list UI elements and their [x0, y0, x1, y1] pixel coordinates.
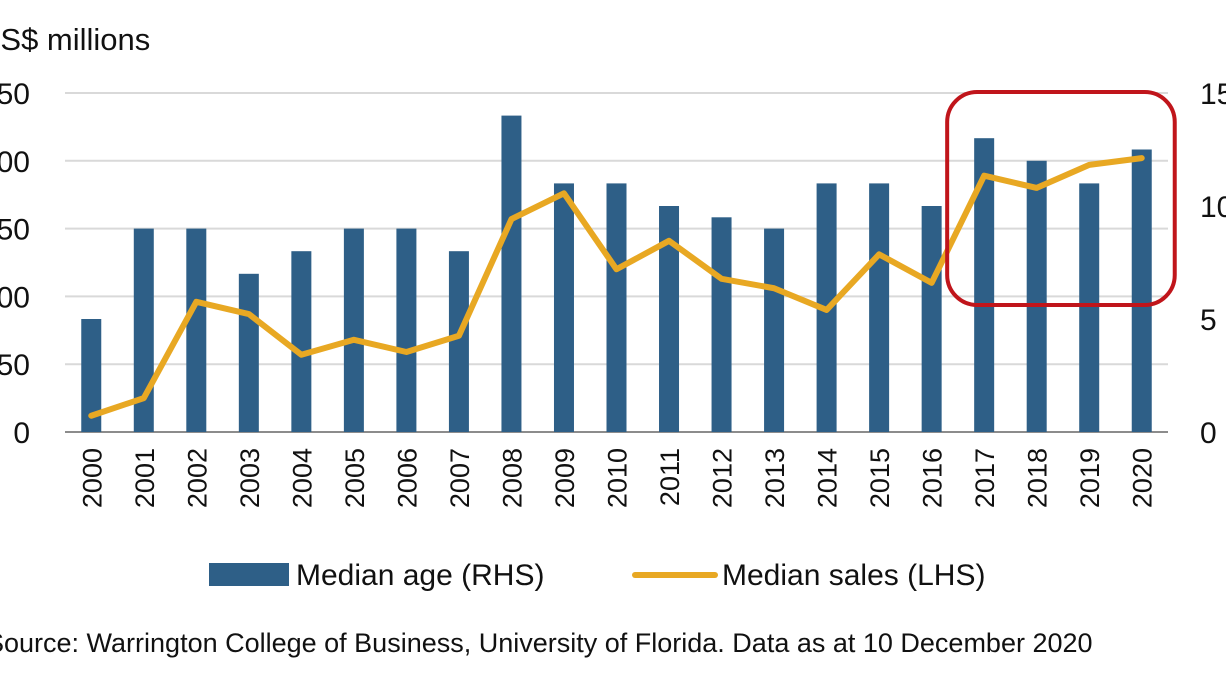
bar [238, 273, 259, 432]
bar [343, 228, 364, 432]
bar [81, 319, 102, 432]
y-left-tick-label: 0 [13, 417, 30, 450]
line-point [1086, 162, 1092, 168]
legend-label-median-age: Median age (RHS) [296, 559, 544, 592]
x-tick-label: 2010 [603, 448, 633, 508]
y-right-tick-label: 15 [1200, 78, 1226, 111]
y-axis-left-ticks: 0 50 100 150 200 250 [0, 78, 30, 450]
bar [921, 206, 942, 432]
line-point [456, 333, 462, 339]
y-right-tick-label: 10 [1200, 191, 1226, 224]
line-point [246, 311, 252, 317]
line-point [614, 266, 619, 272]
y-left-tick-label: 150 [0, 214, 30, 247]
x-tick-label: 2007 [445, 448, 475, 508]
x-tick-label: 2020 [1128, 448, 1158, 508]
line-point [561, 190, 567, 196]
legend-label-median-sales: Median sales (LHS) [722, 559, 985, 592]
x-tick-label: 2000 [77, 448, 107, 508]
bar [1079, 183, 1100, 432]
y-left-tick-label: 200 [0, 146, 30, 179]
line-point [88, 413, 94, 419]
bar [133, 228, 154, 432]
x-tick-label: 2018 [1023, 448, 1053, 508]
x-tick-label: 2008 [497, 448, 527, 508]
highlight-rect [945, 90, 1177, 307]
x-tick-label: 2015 [865, 448, 895, 508]
y-axis-left-label: US$ millions [0, 22, 150, 57]
line-point [981, 173, 987, 179]
bar [186, 228, 207, 432]
y-left-tick-label: 250 [0, 78, 30, 111]
bar [1131, 149, 1152, 432]
bar [659, 206, 680, 432]
legend: Median age (RHS) Median sales (LHS) [209, 559, 985, 592]
line-point [666, 238, 672, 244]
bar [764, 228, 785, 432]
bar [711, 217, 732, 432]
x-tick-label: 2014 [813, 448, 843, 508]
x-tick-label: 2002 [182, 448, 212, 508]
bar [291, 251, 312, 432]
line-point [193, 299, 199, 305]
x-tick-label: 2009 [550, 448, 580, 508]
line-point [141, 395, 147, 401]
line-series-median-sales [88, 155, 1145, 419]
y-right-tick-label: 5 [1200, 304, 1217, 337]
y-axis-right-ticks: 0 5 10 15 [1200, 78, 1226, 450]
x-tick-label: 2016 [918, 448, 948, 508]
x-tick-label: 2006 [392, 448, 422, 508]
line-point [508, 216, 514, 222]
line-point [1139, 155, 1145, 161]
bar [974, 138, 995, 432]
bar [448, 251, 469, 432]
y-right-tick-label: 0 [1200, 417, 1217, 450]
line-point [351, 337, 357, 343]
x-tick-label: 2013 [760, 448, 790, 508]
x-tick-label: 2001 [130, 448, 160, 508]
y-left-tick-label: 100 [0, 281, 30, 314]
bar [396, 228, 417, 432]
x-axis-ticks: 2000 2001 2002 2003 2004 2005 2006 2007 2008 2009… [77, 448, 1157, 508]
line-point [771, 285, 777, 291]
bar [1026, 160, 1047, 433]
x-tick-label: 2011 [655, 448, 685, 506]
x-tick-label: 2005 [340, 448, 370, 508]
bar [501, 115, 522, 432]
line-point [929, 280, 935, 286]
bar [869, 183, 890, 432]
line-point [719, 276, 725, 282]
line-point [1034, 185, 1040, 191]
highlight-box [945, 90, 1177, 307]
line-point [403, 349, 409, 355]
line-point [298, 352, 304, 358]
x-tick-label: 2003 [235, 448, 265, 508]
line-point [876, 251, 882, 257]
source-note: Source: Warrington College of Business, … [0, 628, 1093, 658]
bar-series-median-age [81, 115, 1152, 433]
x-tick-label: 2017 [970, 448, 1000, 508]
x-tick-label: 2012 [708, 448, 738, 508]
bar [606, 183, 627, 432]
x-tick-label: 2019 [1075, 448, 1105, 508]
bar [553, 183, 574, 432]
y-left-tick-label: 50 [0, 349, 30, 382]
legend-swatch-median-age [209, 563, 289, 586]
x-tick-label: 2004 [287, 448, 317, 508]
line-point [824, 307, 830, 313]
